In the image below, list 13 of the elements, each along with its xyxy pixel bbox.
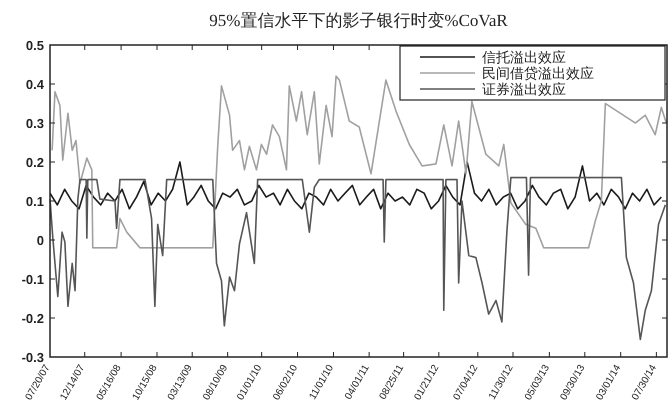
y-tick-label: 0 xyxy=(36,233,44,248)
y-tick-label: 0.2 xyxy=(26,155,44,170)
y-tick-label: -0.2 xyxy=(22,311,44,326)
y-tick-label: 0.1 xyxy=(26,194,44,209)
y-tick-label: -0.1 xyxy=(22,272,44,287)
legend-label: 信托溢出效应 xyxy=(482,50,566,66)
chart-title: 95%置信水平下的影子银行时变%CoVaR xyxy=(209,11,508,30)
legend-label: 证券溢出效应 xyxy=(482,82,566,98)
legend-label: 民间借贷溢出效应 xyxy=(482,66,594,82)
y-tick-label: 0.5 xyxy=(26,38,44,53)
y-tick-label: -0.3 xyxy=(22,350,44,365)
y-tick-label: 0.4 xyxy=(26,77,45,92)
y-tick-label: 0.3 xyxy=(26,116,44,131)
